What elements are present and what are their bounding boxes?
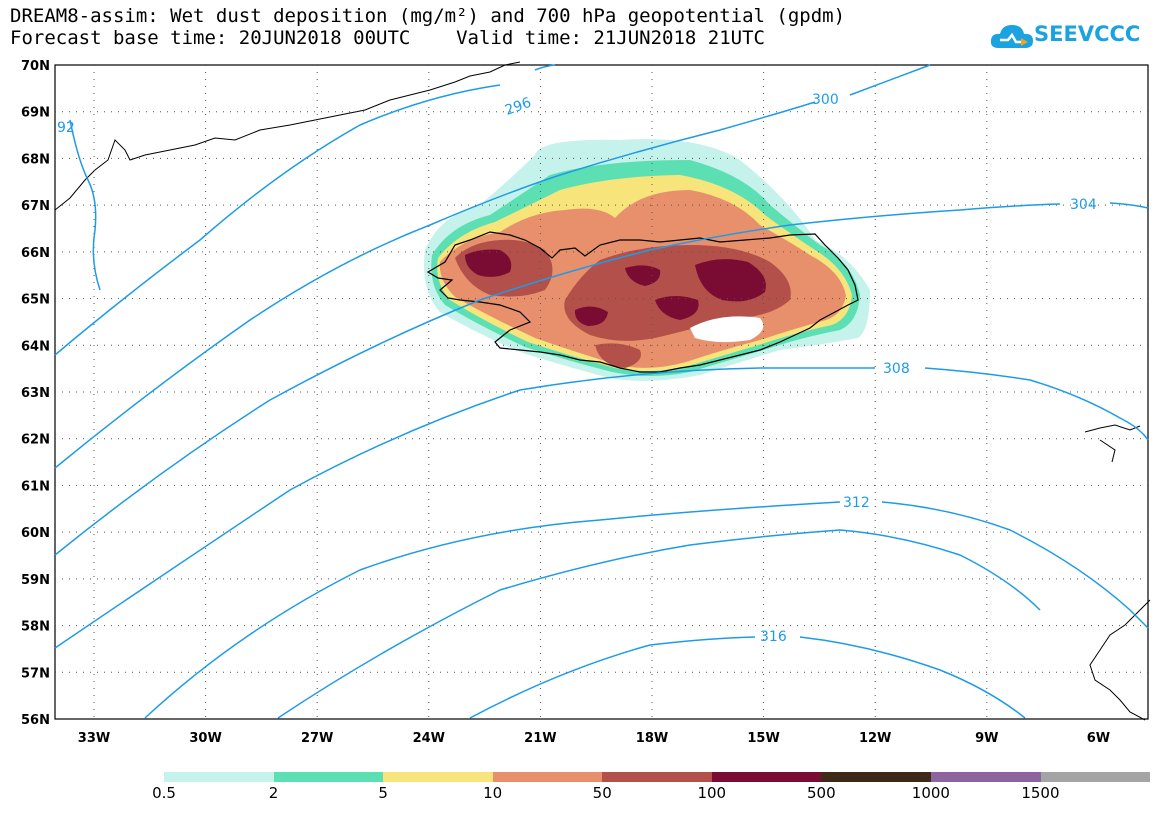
lon-label: 27W xyxy=(301,731,333,746)
colorbar-label: 100 xyxy=(697,784,727,802)
contour-304 xyxy=(54,367,1149,649)
lat-label: 62N xyxy=(21,433,50,448)
colorbar-swatch xyxy=(1040,772,1151,782)
contour-316 xyxy=(469,636,1026,719)
colorbar-swatch xyxy=(602,772,712,782)
contour-292 xyxy=(54,64,556,356)
greenland-coastline xyxy=(54,61,521,211)
geopotential-contours xyxy=(54,64,1149,719)
contour-308 xyxy=(144,501,1149,719)
lat-label: 63N xyxy=(21,386,50,401)
colorbar-label: 10 xyxy=(483,784,503,802)
logo-text: SEEVCCC xyxy=(1034,22,1141,46)
longitude-labels: 33W 30W 27W 24W 21W 18W 15W 12W 9W 6W xyxy=(78,731,1110,746)
colorbar-label: 1000 xyxy=(911,784,950,802)
lat-label: 66N xyxy=(21,246,50,261)
lon-label: 6W xyxy=(1087,731,1110,746)
contour-296 xyxy=(54,64,931,469)
map-title: DREAM8-assim: Wet dust deposition (mg/m²… xyxy=(10,5,846,27)
lon-label: 24W xyxy=(413,731,445,746)
scotland-coastline xyxy=(1084,424,1151,721)
lat-label: 65N xyxy=(21,293,50,308)
colorbar xyxy=(164,772,1151,782)
lon-label: 30W xyxy=(189,731,221,746)
colorbar-swatch xyxy=(383,772,493,782)
contour-label-92: 92 xyxy=(57,120,75,136)
colorbar-label: 500 xyxy=(807,784,836,802)
colorbar-label: 1500 xyxy=(1021,784,1060,802)
colorbar-label: 0.5 xyxy=(152,784,176,802)
lat-label: 58N xyxy=(21,620,50,635)
colorbar-swatch xyxy=(164,772,274,782)
contour-300 xyxy=(54,202,1149,556)
contour-label-312: 312 xyxy=(843,495,870,511)
colorbar-label: 2 xyxy=(268,784,279,802)
lon-label: 33W xyxy=(78,731,110,746)
contour-label-304: 304 xyxy=(1070,197,1097,213)
lat-label: 70N xyxy=(21,59,50,74)
lat-label: 57N xyxy=(21,666,50,681)
dust-level-100 xyxy=(465,249,766,326)
lon-label: 15W xyxy=(747,731,779,746)
dust-deposition-field xyxy=(424,139,870,381)
cloud-icon xyxy=(990,25,1033,48)
lat-label: 61N xyxy=(21,479,50,494)
lat-label: 59N xyxy=(21,573,50,588)
contour-label-300: 300 xyxy=(812,92,839,108)
lon-label: 9W xyxy=(975,731,998,746)
lat-label: 68N xyxy=(21,152,50,167)
no-deposition-hole xyxy=(690,316,764,343)
colorbar-swatch xyxy=(711,772,822,782)
lon-label: 12W xyxy=(859,731,891,746)
lat-label: 64N xyxy=(21,339,50,354)
graticule xyxy=(55,65,1148,719)
contour-label-316: 316 xyxy=(760,629,787,645)
map-subtitle: Forecast base time: 20JUN2018 00UTC Vali… xyxy=(10,27,765,49)
colorbar-swatch xyxy=(273,772,384,782)
contour-label-296: 296 xyxy=(503,95,534,119)
iceland-coastline xyxy=(426,231,859,373)
contour-label-308: 308 xyxy=(883,361,910,377)
lat-label: 67N xyxy=(21,199,50,214)
latitude-labels: 70N 69N 68N 67N 66N 65N 64N 63N 62N 61N 60N 59N 58N 5… xyxy=(21,59,50,728)
colorbar-label: 5 xyxy=(378,784,388,802)
lon-label: 21W xyxy=(524,731,556,746)
lat-label: 60N xyxy=(21,526,50,541)
lon-label: 18W xyxy=(636,731,668,746)
contour-labels: 296 300 304 308 312 316 92 xyxy=(57,92,1097,645)
colorbar-swatch xyxy=(492,772,603,782)
lat-label: 69N xyxy=(21,106,50,121)
contour-312 xyxy=(277,529,1041,719)
contour-292-left xyxy=(69,119,101,291)
colorbar-swatch xyxy=(821,772,931,782)
lat-label: 56N xyxy=(21,713,50,728)
colorbar-label: 50 xyxy=(592,784,612,802)
seevccc-logo: SEEVCCC xyxy=(990,16,1170,58)
colorbar-swatch xyxy=(930,772,1041,782)
